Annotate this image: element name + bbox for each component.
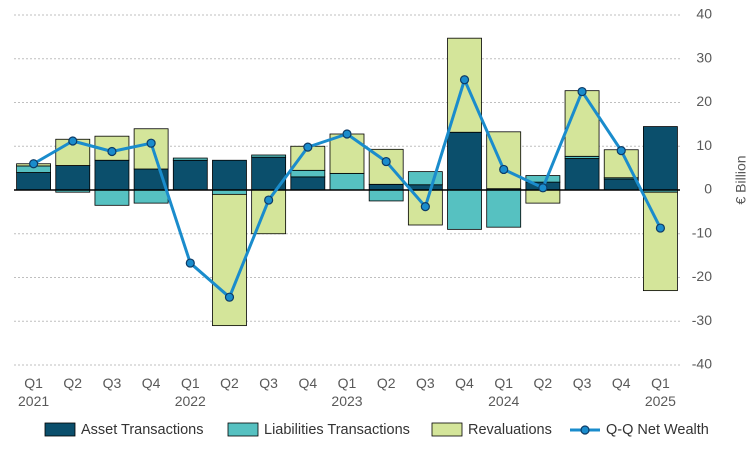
y-tick-label: 0 bbox=[704, 181, 712, 197]
bar-revaluations bbox=[133, 128, 169, 170]
legend-swatch-liabilities-transactions bbox=[227, 422, 259, 437]
legend-label-q-q-net-wealth: Q-Q Net Wealth bbox=[606, 422, 709, 438]
legend-marker-q-q-net-wealth bbox=[580, 425, 590, 435]
bar-liabilities-transactions bbox=[251, 154, 287, 158]
bar-liabilities-transactions bbox=[94, 189, 130, 206]
bar-liabilities-transactions bbox=[407, 171, 443, 186]
x-tick-label: Q1 bbox=[494, 375, 513, 391]
y-tick-label: 10 bbox=[696, 137, 712, 153]
legend-label-revaluations: Revaluations bbox=[468, 422, 552, 438]
x-tick-label: Q1 bbox=[181, 375, 200, 391]
x-tick-label: Q2 bbox=[220, 375, 239, 391]
x-tick-label: Q3 bbox=[416, 375, 435, 391]
bar-revaluations bbox=[329, 133, 365, 174]
y-tick-label: -20 bbox=[692, 268, 712, 284]
bar-asset-transactions bbox=[16, 172, 51, 191]
point-q-q-net-wealth bbox=[538, 183, 548, 193]
bar-revaluations bbox=[486, 131, 522, 190]
x-year-label: 2021 bbox=[18, 393, 49, 409]
point-q-q-net-wealth bbox=[616, 146, 626, 156]
x-year-label: 2025 bbox=[645, 393, 676, 409]
x-year-label: 2023 bbox=[331, 393, 362, 409]
bar-liabilities-transactions bbox=[368, 189, 404, 202]
point-q-q-net-wealth bbox=[68, 136, 78, 146]
point-q-q-net-wealth bbox=[499, 164, 509, 175]
bar-asset-transactions bbox=[212, 159, 247, 191]
bar-asset-transactions bbox=[603, 178, 639, 191]
bar-asset-transactions bbox=[94, 159, 130, 191]
point-q-q-net-wealth bbox=[342, 129, 352, 139]
y-tick-label: 20 bbox=[696, 93, 712, 109]
bar-asset-transactions bbox=[290, 176, 326, 191]
x-tick-label: Q2 bbox=[534, 375, 553, 391]
x-tick-label: Q1 bbox=[651, 375, 670, 391]
x-tick-label: Q1 bbox=[24, 375, 43, 391]
point-q-q-net-wealth bbox=[28, 159, 39, 169]
x-tick-label: Q2 bbox=[377, 375, 396, 391]
x-tick-label: Q4 bbox=[142, 375, 161, 391]
bar-asset-transactions bbox=[172, 159, 208, 191]
point-q-q-net-wealth bbox=[107, 146, 117, 157]
bar-asset-transactions bbox=[643, 126, 678, 191]
legend-swatch-revaluations bbox=[431, 422, 463, 437]
bar-asset-transactions bbox=[564, 158, 600, 191]
legend-swatch-asset-transactions bbox=[44, 422, 76, 437]
bar-liabilities-transactions bbox=[290, 169, 326, 178]
point-q-q-net-wealth bbox=[224, 292, 235, 302]
y-tick-label: 40 bbox=[696, 6, 712, 22]
x-axis-ticks: Q1 Q2 Q3 Q4 Q1 Q2 Q3 Q4 Q1 Q2 Q3 Q4 Q1 Q2 Q3 Q4 Q1 2021 20… bbox=[18, 375, 676, 409]
net-wealth-line-layer bbox=[28, 75, 666, 302]
legend-label-asset-transactions: Asset Transactions bbox=[81, 422, 204, 438]
x-tick-label: Q4 bbox=[612, 375, 631, 391]
bar-asset-transactions bbox=[55, 165, 91, 191]
y-axis-title: € Billion bbox=[733, 155, 749, 204]
point-q-q-net-wealth bbox=[459, 75, 470, 85]
legend: Asset Transactions Liabilities Transactio… bbox=[44, 422, 709, 438]
x-tick-label: Q2 bbox=[63, 375, 82, 391]
x-year-label: 2022 bbox=[175, 393, 206, 409]
bars-layer bbox=[16, 37, 678, 327]
bar-liabilities-transactions bbox=[133, 189, 169, 204]
bar-revaluations bbox=[212, 193, 247, 327]
point-q-q-net-wealth bbox=[381, 156, 391, 167]
bar-liabilities-transactions bbox=[447, 189, 482, 230]
x-tick-label: Q3 bbox=[259, 375, 278, 391]
bar-asset-transactions bbox=[407, 184, 443, 191]
point-q-q-net-wealth bbox=[420, 202, 430, 212]
point-q-q-net-wealth bbox=[146, 138, 156, 148]
x-tick-label: Q4 bbox=[455, 375, 474, 391]
point-q-q-net-wealth bbox=[303, 142, 313, 152]
point-q-q-net-wealth bbox=[185, 258, 195, 268]
bar-liabilities-transactions bbox=[329, 172, 365, 191]
bar-asset-transactions bbox=[447, 131, 482, 191]
x-tick-label: Q1 bbox=[338, 375, 357, 391]
bar-asset-transactions bbox=[368, 183, 404, 191]
y-tick-label: -40 bbox=[692, 356, 712, 372]
bar-liabilities-transactions bbox=[486, 189, 522, 228]
y-tick-label: 30 bbox=[696, 49, 712, 65]
x-tick-label: Q3 bbox=[103, 375, 122, 391]
bar-liabilities-transactions bbox=[172, 157, 208, 161]
y-tick-label: -10 bbox=[692, 224, 712, 240]
point-q-q-net-wealth bbox=[264, 195, 274, 205]
y-tick-label: -30 bbox=[692, 312, 712, 328]
legend-label-liabilities-transactions: Liabilities Transactions bbox=[264, 422, 410, 438]
y-axis-ticks: 40 30 20 10 0 -10 -20 -30 -40 bbox=[692, 6, 712, 372]
point-q-q-net-wealth bbox=[577, 86, 587, 97]
x-tick-label: Q4 bbox=[298, 375, 317, 391]
x-tick-label: Q3 bbox=[573, 375, 592, 391]
x-year-label: 2024 bbox=[488, 393, 519, 409]
point-q-q-net-wealth bbox=[655, 223, 666, 233]
bar-revaluations bbox=[368, 148, 404, 185]
